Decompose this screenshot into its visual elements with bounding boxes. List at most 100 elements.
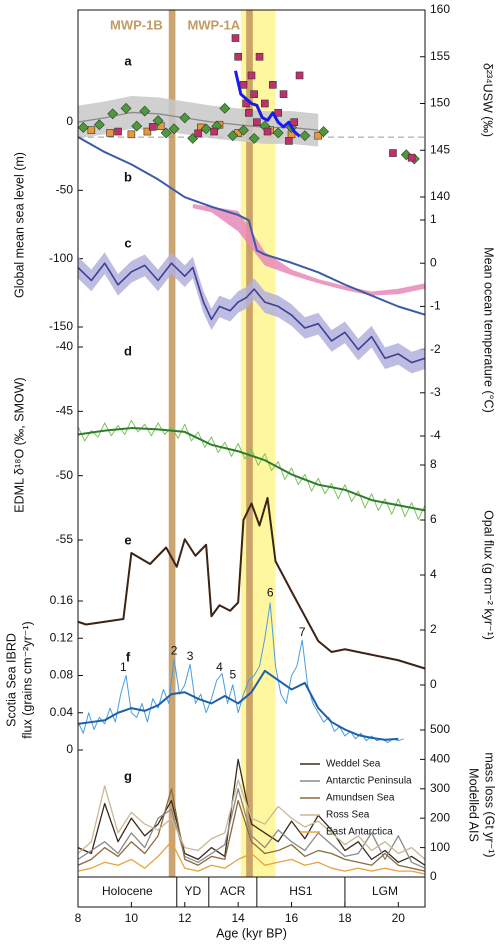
- legend-label: Ross Sea: [326, 810, 370, 821]
- legend-label: Weddel Sea: [326, 759, 381, 770]
- data-line: [77, 136, 426, 316]
- peak-label: 1: [120, 660, 127, 674]
- y-tick-label: -2: [430, 342, 441, 356]
- y-tick-label: -4: [430, 428, 441, 442]
- data-point: [127, 130, 136, 139]
- uncertainty-band: [78, 96, 319, 147]
- panel-letter: g: [124, 768, 132, 783]
- data-line: [77, 758, 426, 866]
- y-tick-label: -50: [56, 468, 74, 482]
- y-tick-label: -45: [56, 404, 74, 418]
- y-axis-label: Opal flux (g cm⁻² kyr⁻¹): [482, 510, 496, 640]
- y-tick-label: 0: [430, 869, 437, 883]
- x-tick-label: 12: [178, 911, 192, 925]
- highlight-band: [168, 10, 176, 877]
- data-point: [131, 120, 143, 132]
- panel-letter: e: [124, 532, 131, 547]
- chronozone-label: ACR: [220, 884, 246, 898]
- y-tick-label: 0.04: [50, 705, 74, 719]
- y-tick-label: -100: [49, 251, 73, 265]
- data-point: [407, 153, 416, 162]
- y-axis-label: Modelled AIS: [467, 768, 481, 842]
- x-axis-label: Age (kyr BP): [216, 926, 287, 940]
- y-tick-label: 0: [66, 114, 73, 128]
- data-point: [93, 119, 105, 131]
- chronozone-label: Holocene: [102, 884, 153, 898]
- y-tick-label: 155: [430, 49, 450, 63]
- peak-label: 6: [267, 586, 274, 600]
- peak-label: 4: [216, 660, 223, 674]
- y-tick-label: 145: [430, 142, 450, 156]
- y-axis-label: Scotia Sea IBRD: [4, 633, 18, 727]
- data-point: [245, 109, 253, 117]
- data-point: [234, 52, 242, 61]
- y-axis-label: EDML δ¹⁸O (‰, SMOW): [12, 377, 26, 512]
- data-point: [269, 81, 277, 89]
- y-tick-label: -40: [56, 339, 74, 353]
- data-point: [148, 123, 157, 131]
- y-tick-label: 8: [430, 457, 437, 471]
- data-point: [210, 127, 218, 136]
- x-tick-label: 16: [285, 911, 299, 925]
- y-tick-label: 150: [430, 96, 450, 110]
- y2-axis-label: δ²³⁴USW (‰): [481, 63, 495, 137]
- y-tick-label: 100: [430, 840, 450, 854]
- data-line: [77, 788, 426, 872]
- data-point: [253, 118, 261, 126]
- x-tick-label: 10: [125, 911, 139, 925]
- data-point: [250, 90, 258, 98]
- data-line: [77, 427, 426, 512]
- data-point: [261, 99, 269, 108]
- data-line: [77, 841, 426, 875]
- y-tick-label: 300: [430, 781, 450, 795]
- y-tick-label: 2: [430, 622, 437, 636]
- y-tick-label: 160: [430, 2, 450, 16]
- panel-letter: b: [124, 169, 132, 184]
- data-line: [234, 70, 301, 138]
- legend-label: East Antarctica: [326, 827, 393, 838]
- data-point: [143, 127, 152, 136]
- data-line: [77, 262, 426, 364]
- data-point: [107, 108, 119, 120]
- legend-label: Antarctic Peninsula: [326, 776, 412, 787]
- y-tick-label: 0: [66, 742, 73, 756]
- data-point: [274, 109, 282, 117]
- y-axis-label: flux (grains cm⁻²yr⁻¹): [20, 621, 34, 738]
- y-axis-label: mass loss (Gt yr⁻¹): [483, 752, 497, 857]
- data-point: [139, 105, 151, 117]
- y-tick-label: 0.16: [50, 593, 74, 607]
- y-tick-label: -55: [56, 532, 74, 546]
- panel-letter: c: [124, 235, 131, 250]
- peak-label: 5: [229, 668, 236, 682]
- uncertainty-band: [192, 204, 425, 296]
- x-tick-label: 8: [75, 911, 82, 925]
- data-point: [279, 90, 288, 98]
- data-point: [87, 126, 96, 134]
- band-label: MWP-1B: [110, 17, 163, 32]
- data-point: [168, 123, 180, 135]
- y-tick-label: 200: [430, 810, 450, 824]
- data-point: [290, 118, 299, 126]
- data-point: [179, 112, 191, 124]
- x-tick-label: 18: [338, 911, 352, 925]
- y-tick-label: 6: [430, 512, 437, 526]
- y-tick-label: 0.08: [50, 668, 74, 682]
- peak-label: 7: [299, 625, 306, 639]
- chronozone-label: YD: [184, 884, 201, 898]
- data-point: [239, 81, 248, 89]
- y-tick-label: 400: [430, 752, 450, 766]
- data-point: [272, 127, 284, 139]
- y-tick-label: 500: [430, 722, 450, 736]
- x-tick-label: 14: [231, 911, 245, 925]
- data-point: [295, 71, 304, 80]
- y-axis-label: Mean ocean temperature (°C): [482, 247, 496, 413]
- uncertainty-band: [78, 252, 425, 374]
- data-point: [263, 127, 272, 136]
- peak-label: 3: [187, 649, 194, 663]
- highlight-band: [246, 10, 253, 877]
- data-point: [247, 71, 256, 80]
- data-point: [255, 52, 264, 61]
- y-tick-label: 0.12: [50, 630, 74, 644]
- y-tick-label: 1: [430, 212, 437, 226]
